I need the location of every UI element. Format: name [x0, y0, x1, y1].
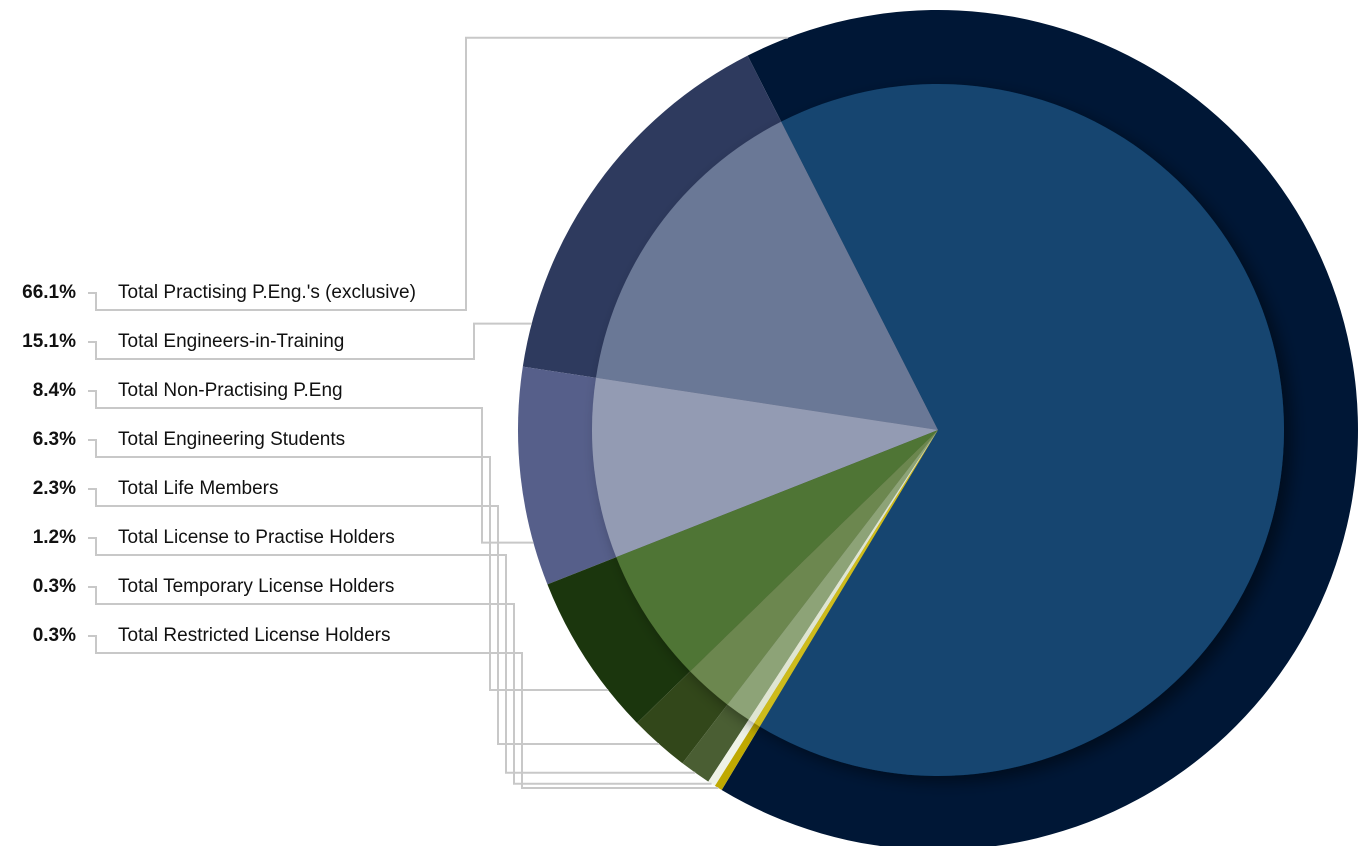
- value-label: 0.3%: [33, 625, 76, 646]
- inner-pie: [592, 83, 1284, 777]
- labels: 66.1% Total Practising P.Eng.'s (exclusiv…: [22, 282, 416, 646]
- leader-line: [88, 537, 696, 774]
- value-label: 15.1%: [22, 331, 76, 352]
- category-label: Total Engineering Students: [118, 429, 345, 450]
- category-label: Total Engineers-in-Training: [118, 331, 344, 352]
- slice: [616, 430, 938, 672]
- category-label: Total Temporary License Holders: [118, 576, 394, 597]
- category-label: Total Restricted License Holders: [118, 625, 390, 646]
- leader-line: [88, 488, 660, 745]
- slice: [754, 430, 938, 727]
- leader-line: [88, 390, 534, 544]
- slice: [595, 121, 938, 430]
- value-label: 1.2%: [33, 527, 76, 548]
- category-label: Total Non-Practising P.Eng: [118, 380, 343, 401]
- value-label: 6.3%: [33, 429, 76, 450]
- slice: [759, 83, 1284, 777]
- slice: [592, 377, 938, 558]
- leader-lines: [88, 36, 788, 789]
- value-label: 2.3%: [33, 478, 76, 499]
- value-label: 8.4%: [33, 380, 76, 401]
- leader-line: [88, 586, 712, 785]
- slice: [690, 430, 938, 705]
- category-label: Total Practising P.Eng.'s (exclusive): [118, 282, 416, 303]
- value-label: 0.3%: [33, 576, 76, 597]
- leader-line: [88, 635, 719, 789]
- slice: [748, 430, 938, 724]
- leader-line: [88, 36, 788, 311]
- slice: [727, 430, 938, 720]
- category-label: Total Life Members: [118, 478, 279, 499]
- value-label: 66.1%: [22, 282, 76, 303]
- leader-line: [88, 439, 609, 691]
- leader-line: [88, 322, 532, 360]
- category-label: Total License to Practise Holders: [118, 527, 395, 548]
